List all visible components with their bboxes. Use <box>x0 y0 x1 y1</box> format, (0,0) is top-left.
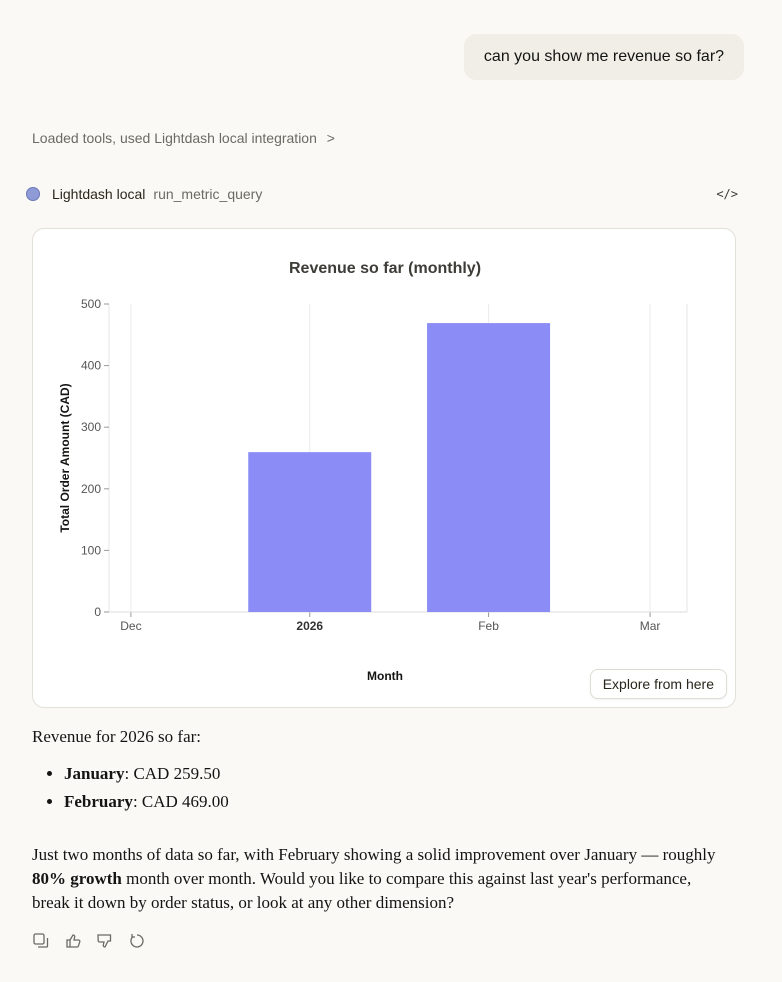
response-intro: Revenue for 2026 so far: <box>32 727 202 746</box>
chart-title: Revenue so far (monthly) <box>289 260 481 277</box>
month-label: February <box>64 792 133 811</box>
list-item: February: CAD 469.00 <box>64 792 229 812</box>
y-tick-label: 500 <box>81 297 101 311</box>
response-list: January: CAD 259.50 February: CAD 469.00 <box>32 764 229 820</box>
month-label: January <box>64 764 125 783</box>
user-message: can you show me revenue so far? <box>464 34 744 80</box>
chevron-right-icon: > <box>326 130 335 146</box>
x-tick-label: 2026 <box>296 619 323 633</box>
thumbs-up-icon[interactable] <box>64 932 82 950</box>
month-value: : CAD 469.00 <box>132 792 229 811</box>
user-message-text: can you show me revenue so far? <box>483 48 725 65</box>
thumbs-down-icon[interactable] <box>96 932 114 950</box>
message-actions <box>32 932 146 950</box>
y-tick-label: 400 <box>81 359 101 373</box>
x-tick-label: Mar <box>640 619 661 633</box>
month-value: : CAD 259.50 <box>124 764 221 783</box>
bold-text: 80% growth <box>32 869 122 888</box>
text: month over month. Would you like to comp… <box>32 869 692 912</box>
bar <box>427 323 551 612</box>
tools-summary-toggle[interactable]: Loaded tools, used Lightdash local integ… <box>32 130 335 146</box>
list-item: January: CAD 259.50 <box>64 764 229 784</box>
x-tick-label: Feb <box>478 619 499 633</box>
bar <box>248 452 372 612</box>
copy-icon[interactable] <box>32 932 50 950</box>
x-tick-label: Dec <box>120 619 141 633</box>
response-paragraph: Just two months of data so far, with Feb… <box>32 843 722 915</box>
y-axis-label: Total Order Amount (CAD) <box>58 383 72 532</box>
integration-name: Lightdash local <box>52 186 146 202</box>
x-axis-label: Month <box>367 669 403 683</box>
bar-chart: Revenue so far (monthly) Month Total Ord… <box>58 260 688 683</box>
retry-icon[interactable] <box>128 932 146 950</box>
chart-card: Revenue so far (monthly) Month Total Ord… <box>32 228 736 708</box>
globe-icon <box>26 187 40 201</box>
y-tick-label: 200 <box>81 482 101 496</box>
y-tick-label: 100 <box>81 543 101 557</box>
explore-from-here-button[interactable]: Explore from here <box>589 669 727 699</box>
tools-summary-text: Loaded tools, used Lightdash local integ… <box>32 130 317 146</box>
function-name: run_metric_query <box>153 186 263 202</box>
text: Just two months of data so far, with Feb… <box>32 845 716 864</box>
code-icon[interactable]: </> <box>716 187 738 201</box>
y-tick-label: 300 <box>81 420 101 434</box>
y-tick-label: 0 <box>94 605 101 619</box>
tool-call-header: Lightdash local run_metric_query </> <box>26 184 738 204</box>
